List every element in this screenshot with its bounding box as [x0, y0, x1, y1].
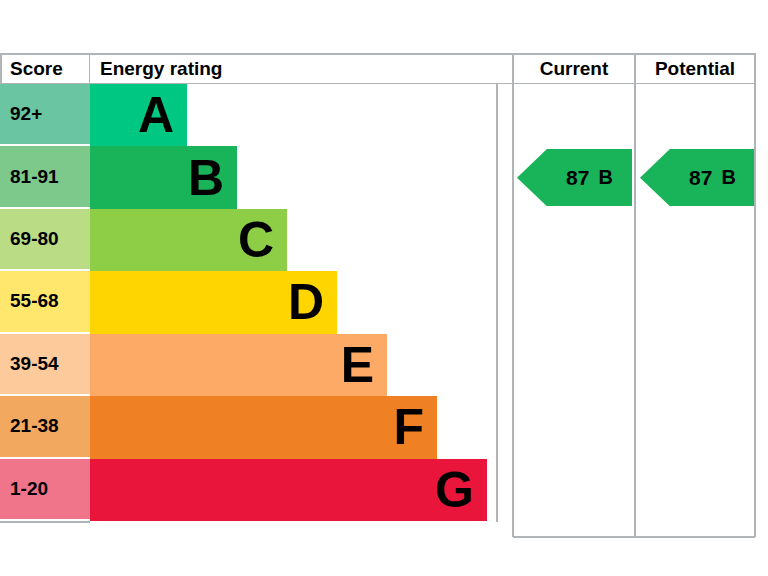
score-range-d: 55-68: [0, 271, 90, 331]
current-rating-band: B: [598, 166, 612, 189]
score-range-a: 92+: [0, 84, 90, 144]
current-column-header: Current: [513, 53, 635, 84]
score-bottom-border: [0, 521, 90, 523]
potential-column-header: Potential: [635, 53, 755, 84]
current-rating-arrow: 87 B: [517, 149, 632, 206]
band-bar-d: D: [90, 271, 337, 333]
band-bar-f: F: [90, 396, 437, 458]
score-range-f: 21-38: [0, 396, 90, 456]
band-bar-b: B: [90, 146, 237, 208]
band-bar-a: A: [90, 84, 187, 146]
table-top-border: [0, 53, 755, 55]
energy-rating-column-header: Energy rating: [90, 53, 497, 84]
header-score-divider: [89, 53, 91, 84]
table-right-border: [754, 53, 756, 537]
band-bar-e: E: [90, 334, 387, 396]
current-left-border: [512, 53, 514, 537]
score-range-b: 81-91: [0, 146, 90, 206]
current-rating-value: 87: [566, 166, 589, 190]
score-range-g: 1-20: [0, 459, 90, 519]
rating-right-border: [496, 84, 498, 522]
score-range-c: 69-80: [0, 209, 90, 269]
potential-rating-band: B: [721, 166, 735, 189]
score-range-e: 39-54: [0, 334, 90, 394]
score-column-header: Score: [0, 53, 90, 84]
header-left-border: [0, 53, 2, 84]
potential-rating-value: 87: [689, 166, 712, 190]
header-bottom-border: [0, 83, 755, 85]
epc-rating-chart: Score Energy rating Current Potential 92…: [0, 0, 768, 576]
band-bar-c: C: [90, 209, 287, 271]
band-bar-g: G: [90, 459, 487, 521]
potential-rating-arrow: 87 B: [640, 149, 755, 206]
potential-left-border: [634, 53, 636, 537]
